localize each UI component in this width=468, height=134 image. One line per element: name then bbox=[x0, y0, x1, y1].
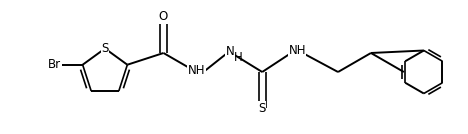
Text: H: H bbox=[234, 51, 243, 64]
Text: O: O bbox=[159, 10, 168, 23]
Text: NH: NH bbox=[188, 64, 205, 77]
Text: N: N bbox=[226, 46, 234, 59]
Text: NH: NH bbox=[288, 44, 306, 57]
Text: S: S bbox=[101, 42, 109, 55]
Text: Br: Br bbox=[48, 58, 61, 71]
Text: S: S bbox=[258, 102, 266, 115]
